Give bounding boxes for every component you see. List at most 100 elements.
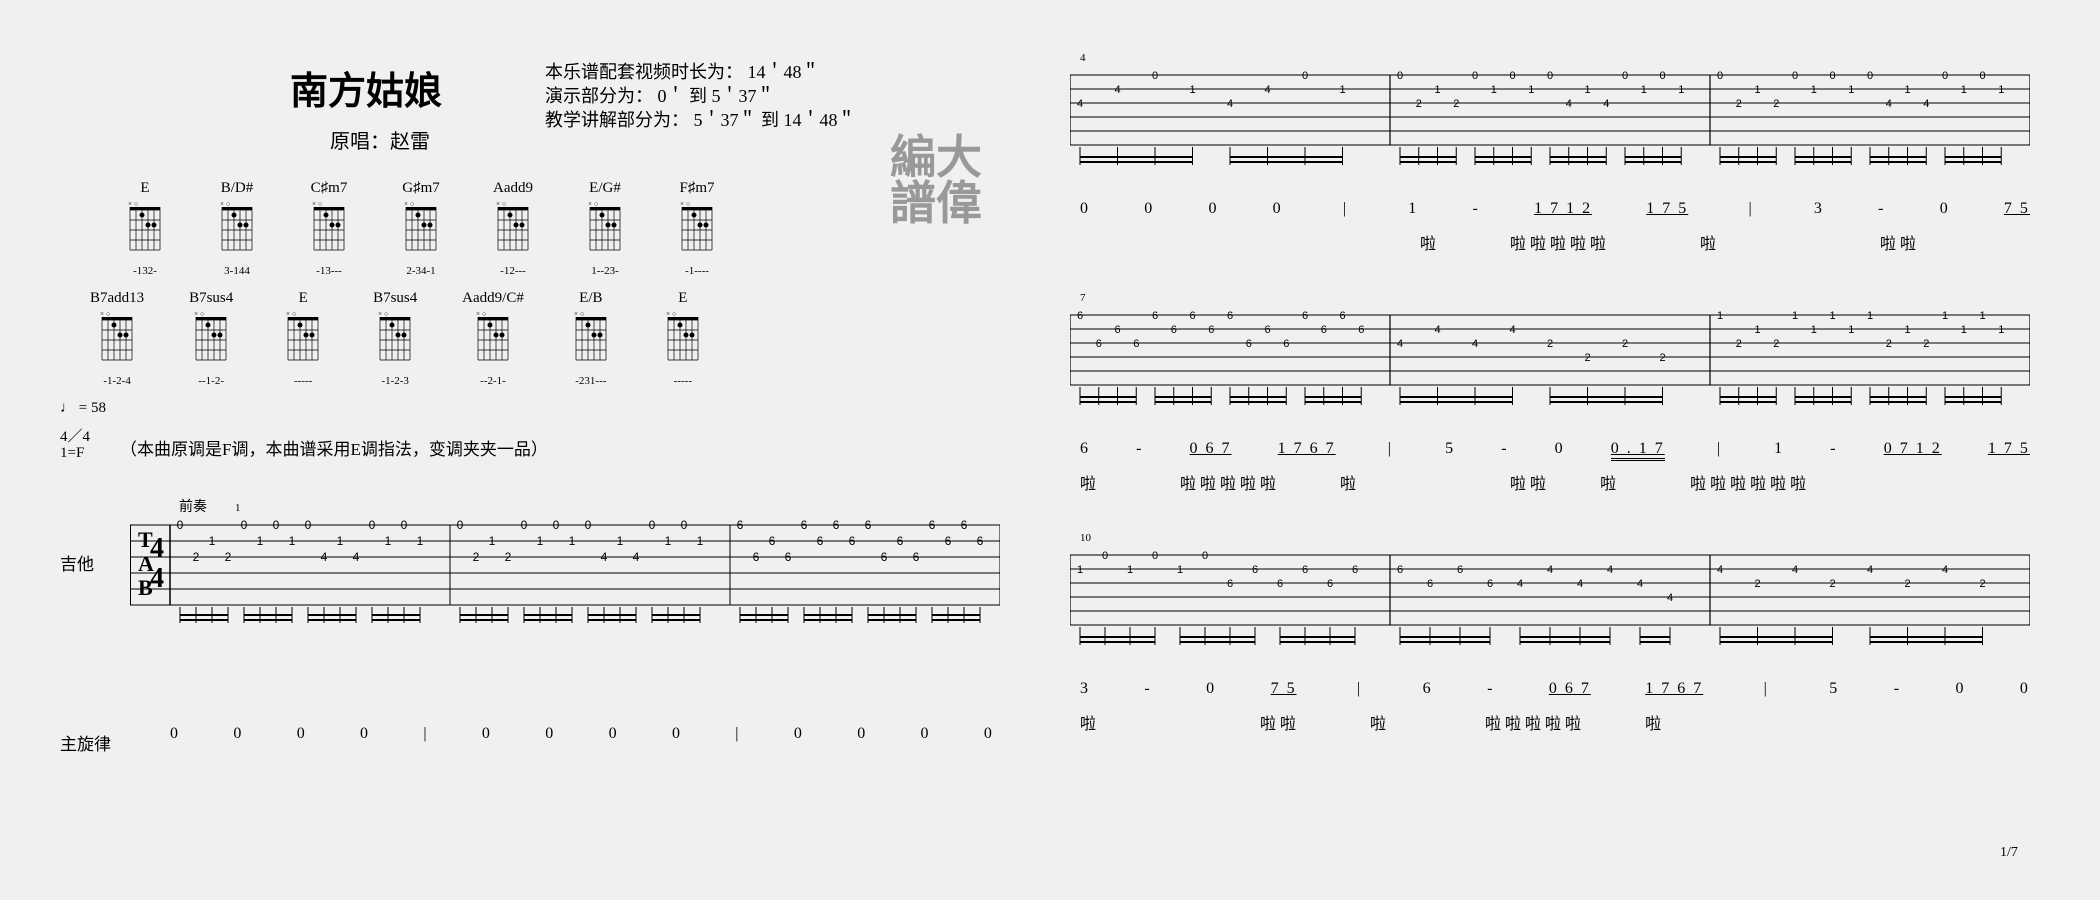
svg-text:6: 6 xyxy=(1114,324,1120,336)
svg-text:4: 4 xyxy=(1547,564,1553,576)
svg-text:○: ○ xyxy=(106,310,110,318)
svg-text:0: 0 xyxy=(1942,70,1948,82)
chord-b7sus4: B7sus4×○-1-2-3 xyxy=(370,290,420,387)
svg-text:1: 1 xyxy=(209,534,216,548)
svg-text:1: 1 xyxy=(1848,84,1854,96)
svg-text:6: 6 xyxy=(1397,564,1403,576)
svg-text:2: 2 xyxy=(1923,338,1929,350)
svg-text:4: 4 xyxy=(1923,98,1929,110)
svg-text:4: 4 xyxy=(1607,564,1613,576)
svg-text:○: ○ xyxy=(482,310,486,318)
svg-text:2: 2 xyxy=(1754,578,1760,590)
svg-text:6: 6 xyxy=(1152,310,1158,322)
svg-text:4: 4 xyxy=(353,550,360,564)
bar-number-1: 1 xyxy=(235,502,241,514)
svg-text:0: 0 xyxy=(1867,70,1873,82)
lyrics-r1: 啦 啦 啦 啦 啦 啦 啦 啦 啦 xyxy=(1080,230,2030,254)
svg-text:1: 1 xyxy=(1904,324,1910,336)
svg-text:1: 1 xyxy=(1754,84,1760,96)
svg-text:2: 2 xyxy=(1547,338,1553,350)
svg-text:6: 6 xyxy=(1264,324,1270,336)
melody-r1: 0000| 1-1 7 1 21 7 5| 3-07 5 xyxy=(1080,200,2030,218)
chord-b7sus4: B7sus4×○--1-2- xyxy=(186,290,236,387)
svg-text:1: 1 xyxy=(1998,84,2004,96)
svg-text:4: 4 xyxy=(1603,98,1609,110)
tab-system-r3: 101010666666666644444442424242 xyxy=(1070,545,2030,660)
svg-text:6: 6 xyxy=(817,534,824,548)
svg-text:1: 1 xyxy=(1528,84,1534,96)
svg-text:6: 6 xyxy=(897,534,904,548)
svg-text:×: × xyxy=(220,200,224,208)
svg-text:4: 4 xyxy=(1227,98,1233,110)
tutorial-range: 教学讲解部分为： 5＇37＂ 到 14＇48＂ xyxy=(545,106,856,132)
svg-text:0: 0 xyxy=(305,518,312,532)
svg-text:6: 6 xyxy=(753,550,760,564)
svg-text:0: 0 xyxy=(1472,70,1478,82)
svg-text:6: 6 xyxy=(1352,564,1358,576)
svg-text:0: 0 xyxy=(273,518,280,532)
svg-text:2: 2 xyxy=(1904,578,1910,590)
svg-text:0: 0 xyxy=(1102,550,1108,562)
svg-text:×: × xyxy=(574,310,578,318)
svg-text:○: ○ xyxy=(226,200,230,208)
svg-text:6: 6 xyxy=(1133,338,1139,350)
svg-text:6: 6 xyxy=(1096,338,1102,350)
svg-text:4: 4 xyxy=(1472,338,1478,350)
svg-text:6: 6 xyxy=(1246,338,1252,350)
svg-text:2: 2 xyxy=(1979,578,1985,590)
svg-text:4: 4 xyxy=(150,533,164,564)
svg-text:2: 2 xyxy=(1886,338,1892,350)
svg-text:6: 6 xyxy=(737,518,744,532)
svg-text:0: 0 xyxy=(241,518,248,532)
svg-text:6: 6 xyxy=(929,518,936,532)
svg-text:0: 0 xyxy=(585,518,592,532)
svg-text:4: 4 xyxy=(1637,578,1643,590)
chord-e: E×○----- xyxy=(658,290,708,387)
svg-text:1: 1 xyxy=(289,534,296,548)
chord-row-2: B7add13×○-1-2-4 B7sus4×○--1-2- E×○----- B7s… xyxy=(90,290,750,387)
tab-staff-r1: 4401440102120101041401010212010104140101 xyxy=(1070,65,2030,175)
svg-text:1: 1 xyxy=(1678,84,1684,96)
svg-text:6: 6 xyxy=(1487,578,1493,590)
svg-text:1: 1 xyxy=(489,534,496,548)
chord-b7add13: B7add13×○-1-2-4 xyxy=(90,290,144,387)
bar-number-7: 7 xyxy=(1080,292,1086,304)
svg-text:1: 1 xyxy=(1904,84,1910,96)
svg-text:2: 2 xyxy=(1659,352,1665,364)
svg-text:○: ○ xyxy=(200,310,204,318)
svg-text:○: ○ xyxy=(672,310,676,318)
tab-staff-left: T A B 4 4 021201010414010102120101041401… xyxy=(130,515,1000,635)
svg-text:2: 2 xyxy=(1453,98,1459,110)
svg-text:×: × xyxy=(476,310,480,318)
svg-text:×: × xyxy=(194,310,198,318)
chord-eb: E/B×○-231--- xyxy=(566,290,616,387)
svg-text:2: 2 xyxy=(1773,98,1779,110)
svg-text:6: 6 xyxy=(833,518,840,532)
svg-text:4: 4 xyxy=(633,550,640,564)
svg-text:○: ○ xyxy=(594,200,598,208)
tab-staff-r2: 6666666666666666444422221212111112121111 xyxy=(1070,305,2030,415)
svg-text:2: 2 xyxy=(1736,98,1742,110)
svg-text:6: 6 xyxy=(1252,564,1258,576)
svg-text:4: 4 xyxy=(1867,564,1873,576)
svg-text:×: × xyxy=(680,200,684,208)
svg-text:0: 0 xyxy=(1152,550,1158,562)
svg-text:0: 0 xyxy=(1829,70,1835,82)
melody-left: 0000 | 0000 | 0000 xyxy=(170,725,1000,743)
svg-text:0: 0 xyxy=(401,518,408,532)
svg-text:○: ○ xyxy=(318,200,322,208)
tab-system-left: T A B 4 4 021201010414010102120101041401… xyxy=(130,515,1000,640)
svg-text:○: ○ xyxy=(384,310,388,318)
svg-text:6: 6 xyxy=(1327,578,1333,590)
svg-text:0: 0 xyxy=(1152,70,1158,82)
melody-label: 主旋律 xyxy=(60,730,111,755)
svg-text:0: 0 xyxy=(1659,70,1665,82)
tab-staff-r3: 101010666666666644444442424242 xyxy=(1070,545,2030,655)
svg-text:6: 6 xyxy=(1208,324,1214,336)
svg-text:1: 1 xyxy=(1177,564,1183,576)
svg-text:4: 4 xyxy=(150,563,164,594)
svg-text:6: 6 xyxy=(961,518,968,532)
svg-text:4: 4 xyxy=(1717,564,1723,576)
svg-text:4: 4 xyxy=(1667,592,1673,604)
bar-number-4: 4 xyxy=(1080,52,1086,64)
